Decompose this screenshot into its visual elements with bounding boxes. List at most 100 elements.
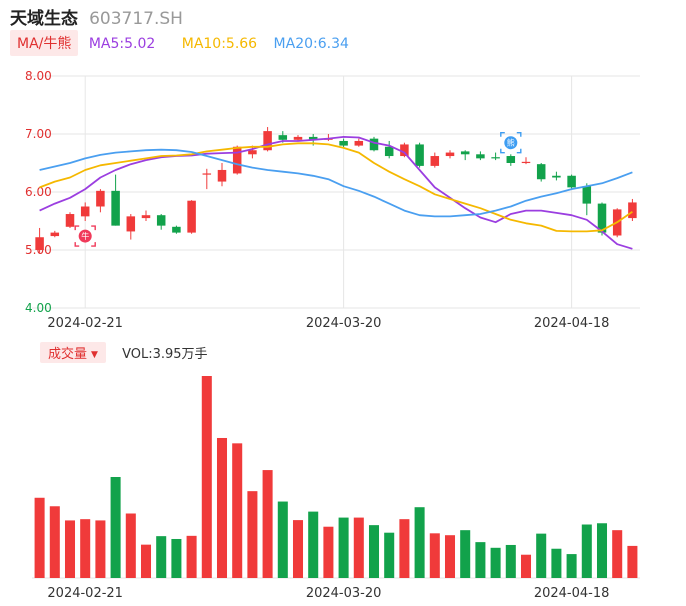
x-tick-label: 2024-02-21 (47, 316, 123, 331)
ma20-line (39, 148, 633, 218)
y-tick-label: 6.00 (25, 185, 52, 199)
candle-body (172, 226, 181, 233)
candle-body (278, 135, 288, 140)
ma-legend: MA/牛熊 MA5:5.02 MA10:5.66 MA20:6.34 (10, 30, 349, 56)
volume-bar (232, 443, 243, 578)
volume-legend: 成交量 ▼ VOL:3.95万手 (40, 342, 208, 363)
y-tick-label: 8.00 (25, 69, 52, 83)
marker-bracket (74, 225, 96, 247)
volume-bar (262, 470, 273, 578)
candle-body (491, 157, 500, 159)
bear-marker-icon[interactable]: 熊 (500, 132, 522, 154)
volume-bar (338, 517, 349, 578)
volume-bar (627, 545, 638, 578)
candle-body (126, 216, 136, 232)
candle-body (96, 190, 105, 207)
candle-body (111, 190, 120, 226)
candle-body (217, 169, 227, 182)
x-tick-label: 2024-04-18 (534, 316, 610, 331)
candle-body (597, 203, 607, 233)
volume-type-label: 成交量 (48, 347, 88, 362)
volume-bar (64, 520, 76, 578)
volume-bar (429, 533, 440, 578)
volume-bar (186, 535, 197, 578)
volume-bar (551, 548, 562, 578)
candle-body (536, 164, 546, 180)
candle-body (506, 156, 516, 163)
volume-bar (34, 497, 45, 578)
candle-body (476, 154, 485, 159)
volume-bar (566, 554, 577, 578)
x-tick-label: 2024-03-20 (306, 586, 382, 601)
volume-bar (581, 524, 592, 578)
candle-body (552, 175, 561, 178)
volume-bar (247, 491, 258, 578)
candle-body (232, 146, 242, 174)
candle-body (582, 186, 592, 204)
candle-body (445, 152, 455, 157)
volume-bar (368, 525, 380, 578)
volume-bar (612, 530, 623, 578)
marker-label: 熊 (507, 138, 515, 148)
candle-body (187, 200, 196, 233)
candle-body (308, 136, 318, 140)
bull-marker-icon[interactable]: 牛 (74, 225, 96, 247)
volume-bar (277, 501, 288, 578)
candle-body (35, 237, 44, 250)
x-tick-label: 2024-02-21 (47, 586, 123, 601)
volume-bar (444, 535, 456, 578)
candle-body (50, 232, 60, 237)
candle-body (567, 175, 576, 188)
ma10-legend: MA10:5.66 (181, 36, 258, 52)
volume-bar (201, 376, 212, 578)
volume-bar (323, 526, 334, 578)
volume-type-selector[interactable]: 成交量 ▼ (40, 342, 106, 363)
candle-body (415, 144, 424, 166)
volume-bar (156, 536, 167, 578)
volume-bar (292, 520, 304, 578)
volume-bar (80, 519, 91, 578)
volume-bar (171, 538, 182, 578)
marker-bracket (500, 132, 522, 154)
marker-badge (504, 136, 518, 150)
volume-bar (399, 519, 410, 578)
volume-bar (520, 554, 532, 578)
volume-bar (216, 437, 228, 578)
candle-body (293, 136, 303, 140)
candle-body (521, 161, 531, 164)
y-tick-label: 4.00 (25, 301, 52, 315)
volume-bar (49, 506, 60, 578)
volume-bar (353, 517, 364, 578)
candle-body (248, 150, 257, 155)
marker-badge (78, 229, 92, 243)
volume-bar (536, 533, 547, 578)
volume-bar (505, 544, 516, 578)
volume-bar (490, 547, 501, 578)
candle-body (141, 215, 151, 219)
candle-body (354, 140, 364, 146)
candle-body (156, 215, 166, 226)
ma20-legend: MA20:6.34 (273, 36, 349, 52)
candle-body (460, 151, 470, 155)
candle-body (628, 202, 637, 219)
stock-name: 天域生态 (10, 9, 78, 29)
volume-bar (414, 507, 425, 578)
candle-body (202, 173, 212, 175)
stock-header: 天域生态 603717.SH (10, 4, 183, 29)
volume-bar (125, 513, 136, 578)
candle-body (339, 140, 348, 146)
candle-body (400, 144, 409, 157)
caret-down-icon: ▼ (91, 350, 98, 360)
ma10-line (39, 142, 633, 233)
x-tick-label: 2024-04-18 (534, 586, 610, 601)
ma5-legend: MA5:5.02 (88, 36, 156, 52)
y-tick-label: 7.00 (25, 127, 52, 141)
stock-code: 603717.SH (89, 9, 183, 29)
ma5-line (39, 136, 633, 250)
marker-label: 牛 (81, 231, 89, 241)
volume-value: VOL:3.95万手 (122, 347, 208, 362)
candle-body (80, 206, 90, 217)
ma-type-selector[interactable]: MA/牛熊 (10, 30, 79, 56)
volume-bar (308, 511, 319, 578)
